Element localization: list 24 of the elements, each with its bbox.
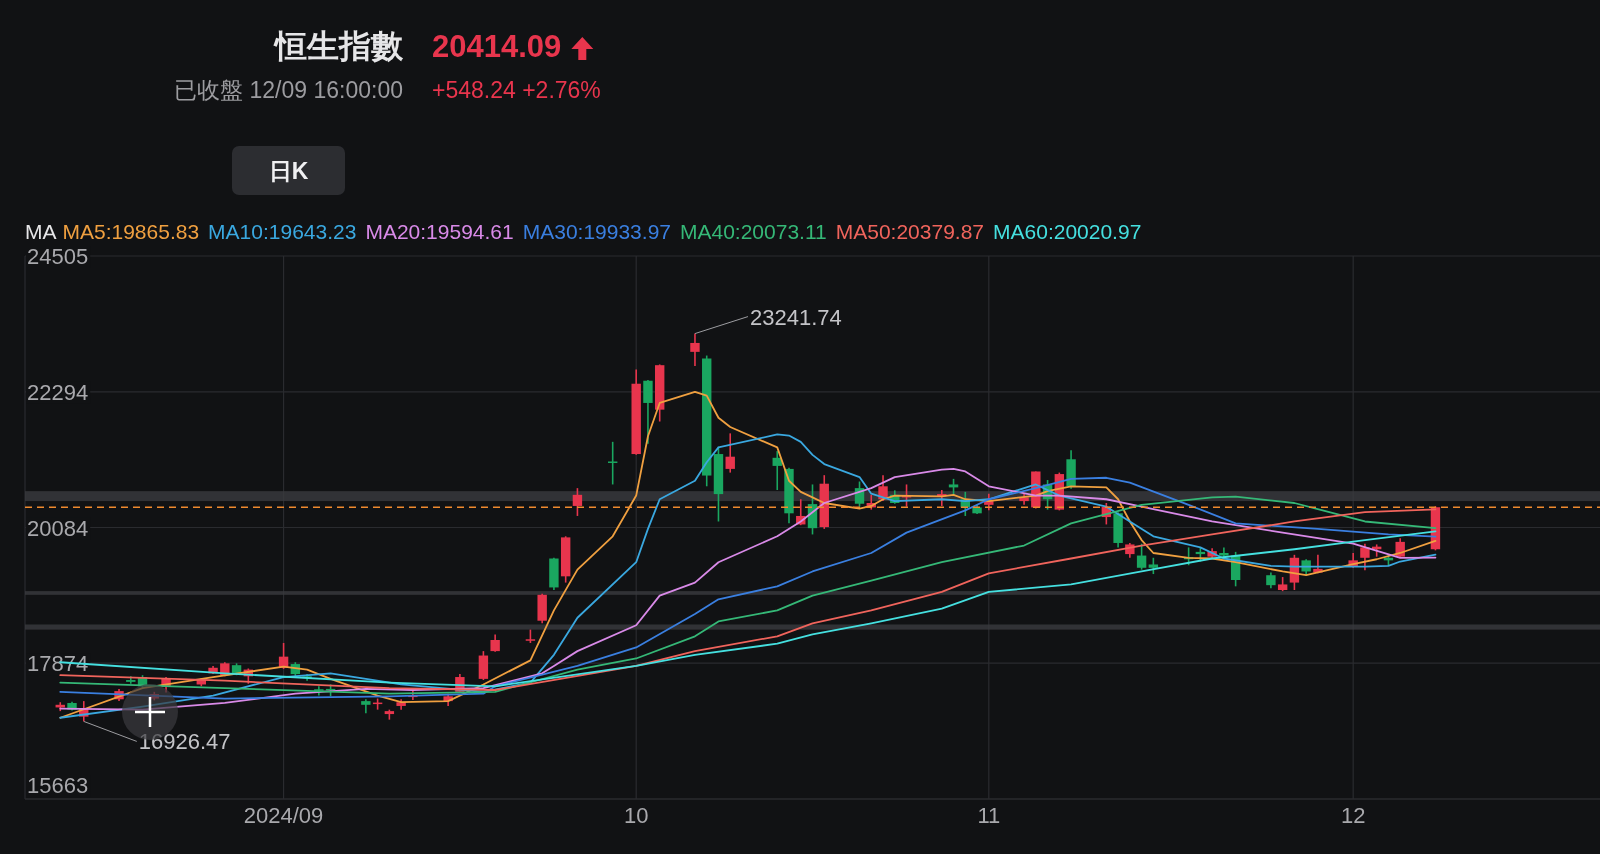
chart-title: 恒生指數 bbox=[273, 28, 404, 64]
text: MA bbox=[25, 220, 57, 243]
annotation: 23241.74 bbox=[749, 304, 842, 330]
x-tick-label: 2024/09 bbox=[243, 803, 324, 828]
text: 日K bbox=[268, 158, 309, 184]
y-tick-label: 20084 bbox=[27, 515, 89, 541]
text: MA40:20073.11 bbox=[680, 220, 827, 243]
text: MA10:19643.23 bbox=[208, 220, 357, 243]
y-tick-label: 17874 bbox=[27, 651, 89, 677]
text: MA60:20020.97 bbox=[993, 220, 1142, 243]
annotation: 16926.47 bbox=[138, 729, 231, 755]
text: +548.24 +2.76% bbox=[432, 77, 601, 103]
x-tick-label: 11 bbox=[977, 803, 1001, 828]
text: MA20:19594.61 bbox=[365, 220, 514, 243]
text: 20414.09 bbox=[432, 29, 562, 64]
text: MA50:20379.87 bbox=[835, 220, 985, 243]
y-tick-label: 15663 bbox=[27, 773, 89, 798]
y-tick-label: 22294 bbox=[27, 379, 89, 405]
x-tick-label: 12 bbox=[1340, 803, 1366, 828]
text: MA5:19865.83 bbox=[62, 220, 200, 243]
x-tick-label: 10 bbox=[623, 803, 649, 828]
chart-subtitle: 已收盤 12/09 16:00:00 bbox=[174, 77, 403, 103]
y-tick-label: 24505 bbox=[27, 244, 89, 269]
text: MA30:19933.97 bbox=[522, 220, 671, 243]
